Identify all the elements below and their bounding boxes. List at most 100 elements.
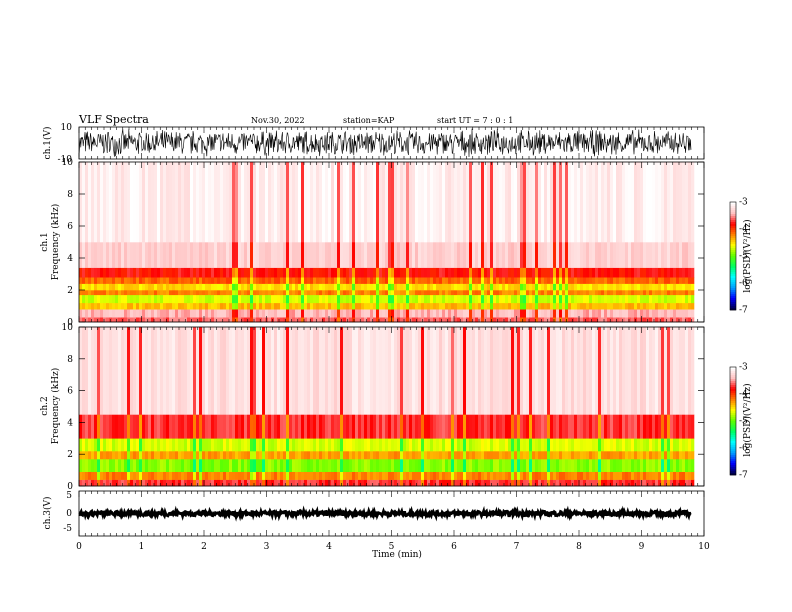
spectrogram-cell (463, 309, 467, 318)
spectrogram-cell (430, 414, 434, 439)
spectrogram-cell (568, 294, 572, 304)
spectrogram-cell (97, 317, 101, 323)
spectrogram-cell (664, 317, 668, 323)
spectrogram-cell (319, 438, 323, 452)
spectrogram-cell (544, 267, 548, 278)
spectrogram-cell (289, 277, 293, 284)
spectrogram-cell (397, 327, 401, 415)
spectrogram-cell (508, 309, 512, 318)
spectrogram-cell (163, 309, 167, 318)
spectrogram-cell (436, 294, 440, 304)
spectrogram-cell (565, 302, 569, 310)
spectrogram-cell (490, 479, 494, 487)
spectrogram-cell (130, 267, 134, 278)
spectrogram-cell (469, 162, 473, 243)
spectrogram-cell (175, 294, 179, 304)
spectrogram-cell (661, 327, 665, 415)
spectrogram-cell (103, 479, 107, 487)
spectrogram-cell (544, 162, 548, 243)
spectrogram-cell (655, 438, 659, 452)
spectrogram-cell (211, 479, 215, 487)
spectrogram-cell (160, 414, 164, 439)
spectrogram-cell (313, 242, 317, 268)
spectrogram-cell (523, 294, 527, 304)
spectrogram-cell (493, 242, 497, 268)
spectrogram-cell (508, 317, 512, 323)
spectrogram-cell (520, 277, 524, 284)
spectrogram-cell (652, 471, 656, 480)
spectrogram-cell (331, 327, 335, 415)
spectrogram-cell (97, 277, 101, 284)
spectrogram-cell (310, 459, 314, 472)
spectrogram-cell (631, 479, 635, 487)
spectrogram-cell (601, 162, 605, 243)
colorbar-segment (730, 411, 736, 414)
spectrogram-cell (130, 277, 134, 284)
spectrogram-cell (154, 294, 158, 304)
spectrogram-cell (172, 309, 176, 318)
spectrogram-cell (622, 302, 626, 310)
spectrogram-cell (469, 277, 473, 284)
spectrogram-cell (163, 414, 167, 439)
spectrogram-cell (418, 414, 422, 439)
spectrogram-cell (184, 277, 188, 284)
spectrogram-cell (115, 438, 119, 452)
spectrogram-cell (259, 283, 263, 291)
spectrogram-cell (565, 294, 569, 304)
spectrogram-cell (376, 283, 380, 291)
colorbar-frame (729, 201, 737, 311)
spectrogram-cell (619, 242, 623, 268)
spectrogram-cell (592, 277, 596, 284)
spectrogram-cell (79, 290, 83, 296)
spectrogram-cell (622, 459, 626, 472)
spectrogram-cell (481, 294, 485, 304)
spectrogram-cell (613, 309, 617, 318)
spectrogram-cell (433, 267, 437, 278)
spectrogram-cell (133, 294, 137, 304)
spectrogram-cell (88, 414, 92, 439)
spectrogram-cell (322, 451, 326, 460)
spectrogram-cell (574, 451, 578, 460)
spectrogram-cell (298, 414, 302, 439)
spectrogram-cell (460, 162, 464, 243)
spectrogram-cell (274, 294, 278, 304)
spectrogram-cell (196, 438, 200, 452)
spectrogram-cell (325, 327, 329, 415)
spectrogram-cell (535, 479, 539, 487)
spectrogram-cell (304, 267, 308, 278)
spectrogram-cell (613, 277, 617, 284)
spectrogram-cell (148, 162, 152, 243)
spectrogram-cell (214, 414, 218, 439)
spectrogram-cell (472, 327, 476, 415)
spectrogram-cell (208, 294, 212, 304)
spectrogram-cell (574, 438, 578, 452)
spectrogram-cell (331, 471, 335, 480)
spectrogram-cell (466, 471, 470, 480)
spectrogram-cell (568, 302, 572, 310)
spectrogram-cell (412, 327, 416, 415)
spectrogram-cell (106, 309, 110, 318)
spectrogram-cell (685, 438, 689, 452)
spectrogram-cell (115, 267, 119, 278)
spectrogram-cell (121, 267, 125, 278)
spectrogram-cell (490, 277, 494, 284)
spectrogram-cell (82, 277, 86, 284)
colorbar-segment (730, 417, 736, 420)
spectrogram-cell (100, 283, 104, 291)
spectrogram-cell (586, 317, 590, 323)
spectrogram-cell (286, 414, 290, 439)
spectrogram-cell (286, 277, 290, 284)
colorbar-segment (730, 449, 736, 452)
spectrogram-cell (556, 242, 560, 268)
spectrogram-cell (154, 479, 158, 487)
spectrogram-cell (577, 479, 581, 487)
spectrogram-cell (319, 267, 323, 278)
spectrogram-cell (613, 459, 617, 472)
spectrogram-cell (178, 290, 182, 296)
spectrogram-cell (277, 277, 281, 284)
spectrogram-cell (268, 302, 272, 310)
spectrogram-cell (175, 438, 179, 452)
spectrogram-cell (610, 317, 614, 323)
spectrogram-cell (190, 459, 194, 472)
spectrogram-cell (577, 302, 581, 310)
